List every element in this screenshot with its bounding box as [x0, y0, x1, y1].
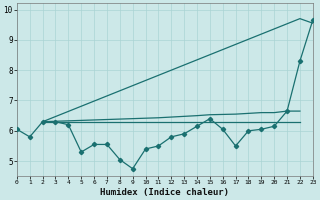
- X-axis label: Humidex (Indice chaleur): Humidex (Indice chaleur): [100, 188, 229, 197]
